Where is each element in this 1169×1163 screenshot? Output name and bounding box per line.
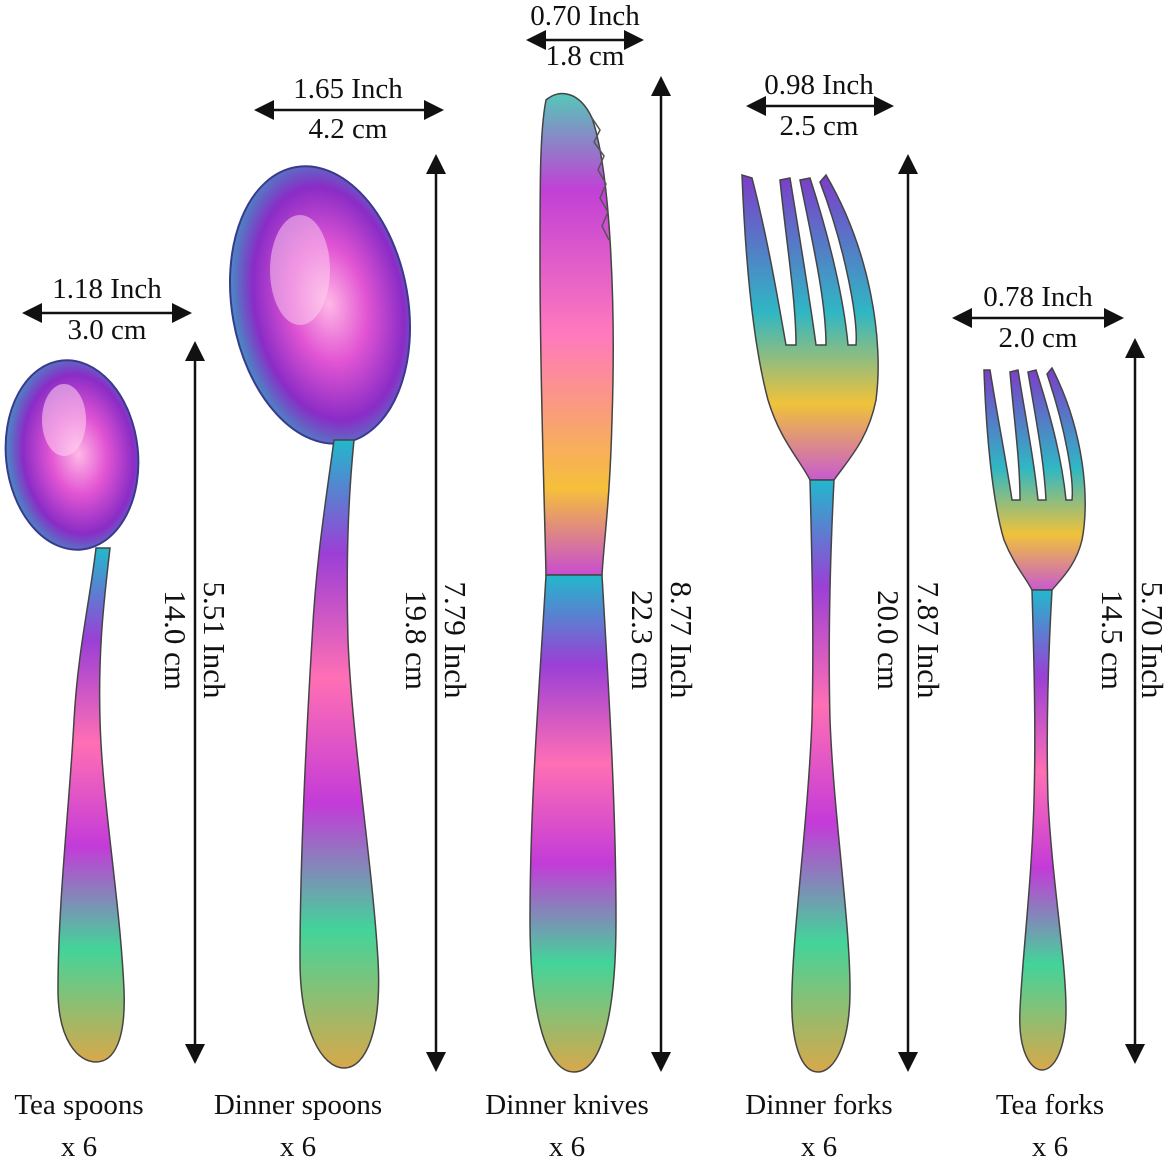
- dinner-fork-width-inch: 0.98 Inch: [764, 69, 874, 101]
- tea-spoon-width-inch: 1.18 Inch: [52, 273, 162, 305]
- tea-fork-length-cm: 14.5 cm: [1095, 590, 1130, 690]
- tea-spoon-width-cm: 3.0 cm: [67, 314, 147, 346]
- dinner-fork-icon: [741, 173, 879, 1073]
- dinner-knife-width-cm: 1.8 cm: [545, 40, 625, 72]
- tea-spoon-icon: [4, 359, 140, 1063]
- dinner-forks-qty: x 6: [800, 1131, 838, 1163]
- tea-forks-qty: x 6: [1031, 1131, 1069, 1163]
- tea-spoons-qty: x 6: [60, 1131, 98, 1163]
- dinner-spoons-qty: x 6: [279, 1131, 317, 1163]
- dinner-fork-length-inch: 7.87 Inch: [911, 581, 946, 699]
- dinner-knife-width-inch: 0.70 Inch: [530, 0, 640, 32]
- dinner-knife-length-inch: 8.77 Inch: [664, 581, 699, 699]
- dinner-spoon-length-inch: 7.79 Inch: [438, 581, 473, 699]
- dinner-spoon-length-cm: 19.8 cm: [399, 590, 434, 690]
- tea-spoon-length-inch: 5.51 Inch: [197, 581, 232, 699]
- tea-spoon-length-cm: 14.0 cm: [158, 590, 193, 690]
- tea-forks-label: Tea forks: [995, 1089, 1105, 1121]
- dinner-knife-icon: [529, 92, 617, 1073]
- dinner-knives-label: Dinner knives: [485, 1089, 649, 1121]
- tea-fork-width-inch: 0.78 Inch: [983, 281, 1093, 313]
- dinner-fork-width-cm: 2.5 cm: [779, 110, 859, 142]
- tea-fork-icon: [983, 366, 1086, 1071]
- dinner-knife-length-cm: 22.3 cm: [625, 590, 660, 690]
- dinner-knives-qty: x 6: [548, 1131, 586, 1163]
- dinner-spoon-width-cm: 4.2 cm: [308, 113, 388, 145]
- dinner-forks-label: Dinner forks: [745, 1089, 893, 1121]
- dinner-spoon-width-inch: 1.65 Inch: [293, 73, 403, 105]
- tea-spoons-label: Tea spoons: [14, 1089, 144, 1121]
- tea-fork-length-inch: 5.70 Inch: [1135, 581, 1169, 699]
- dinner-spoons-label: Dinner spoons: [213, 1089, 383, 1121]
- dinner-spoon-icon: [228, 165, 412, 1069]
- dinner-fork-length-cm: 20.0 cm: [871, 590, 906, 690]
- tea-fork-width-cm: 2.0 cm: [998, 322, 1078, 354]
